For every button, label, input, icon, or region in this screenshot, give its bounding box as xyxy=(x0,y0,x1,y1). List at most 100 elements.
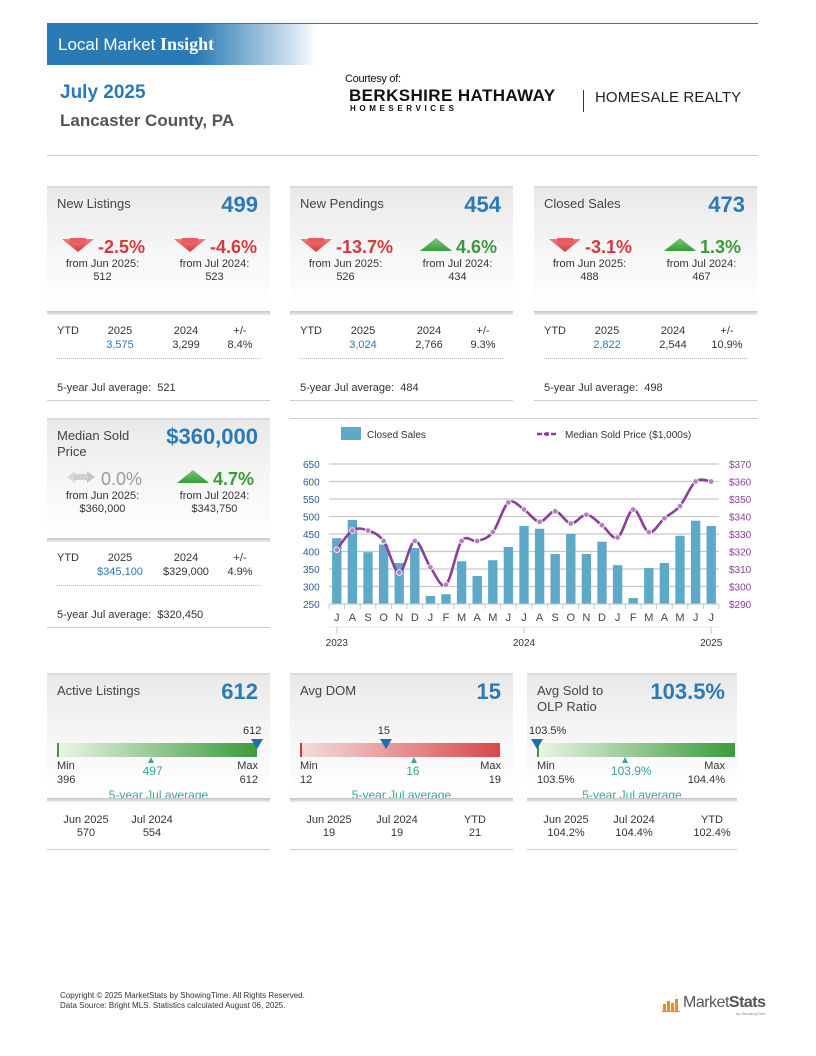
average-value: 521 xyxy=(157,382,176,394)
footer: Copyright © 2025 MarketStats by ShowingT… xyxy=(60,991,305,1011)
card-value: 499 xyxy=(221,192,258,217)
median-price-point xyxy=(411,537,418,545)
ytd-2024: 2024 $329,000 xyxy=(155,551,217,579)
month-over-month-change: -13.7% from Jun 2025: 526 xyxy=(293,236,398,284)
history-label: Jul 2024 xyxy=(131,814,173,826)
logo-text-bold: Stats xyxy=(728,994,766,1011)
bar-closed-sales xyxy=(628,598,638,604)
y-right-tick: $310 xyxy=(729,565,752,576)
bar-closed-sales xyxy=(644,567,654,604)
ytd-2025: 2025 2,822 xyxy=(582,324,632,352)
card-header: New Pendings 454 -13.7% from Jun 2025: 5… xyxy=(290,186,513,315)
ytd-2025-header: 2025 xyxy=(107,325,133,337)
bar-closed-sales xyxy=(410,548,420,604)
report-period: July 2025 xyxy=(60,82,146,103)
average-label: 5-year Jul average: xyxy=(544,382,639,394)
gauge-bar xyxy=(537,743,735,757)
bar-closed-sales xyxy=(519,525,529,604)
y-right-tick: $290 xyxy=(729,600,752,611)
ytd-section: YTD 2025 $345,100 2024 $329,000 +/- 4.9% xyxy=(47,544,270,602)
history-item: Jun 2025 104.2% xyxy=(531,814,601,840)
y-left-tick: 400 xyxy=(303,548,320,559)
median-price-point xyxy=(442,581,450,588)
average-value-label: 497 xyxy=(142,764,163,778)
gauge-card-avg-sold-to-olp-ratio: Avg Sold to OLP Ratio 103.5% 103.5% 103.… xyxy=(527,673,737,850)
bar-closed-sales xyxy=(675,535,685,604)
x-month-label: J xyxy=(693,612,699,624)
ytd-2025-header: 2025 xyxy=(350,325,376,337)
card-value: 454 xyxy=(464,192,501,217)
x-month-label: O xyxy=(379,612,388,624)
five-year-average: 5-year Jul average: 498 xyxy=(534,375,757,401)
closed-sales-price-chart: Closed Sales Median Sold Price ($1,000s) 6… xyxy=(289,418,758,649)
change-label: from Jul 2024: xyxy=(422,258,493,270)
up-arrow-icon xyxy=(418,237,454,258)
y-left-tick: 250 xyxy=(303,600,320,611)
history-label: Jun 2025 xyxy=(63,814,109,826)
current-value-marker-icon xyxy=(379,739,392,749)
average-marker-icon xyxy=(411,757,418,763)
ytd-2024: 2024 2,766 xyxy=(398,324,460,352)
x-month-label: A xyxy=(536,612,544,624)
change-percent: -3.1% xyxy=(584,236,633,257)
ytd-change-value: 4.9% xyxy=(227,566,253,578)
ytd-2024-header: 2024 xyxy=(173,552,199,564)
max-value: 612 xyxy=(239,774,258,786)
x-month-label: F xyxy=(630,612,637,624)
bar-closed-sales xyxy=(347,520,358,604)
ytd-change-header: +/- xyxy=(476,325,490,337)
gauge-caption: 5-year Jul average xyxy=(582,788,682,802)
card-header: Active Listings 612 612 497 Min 396 Max … xyxy=(47,673,270,802)
history-section: Jun 2025 19 Jul 2024 19 YTD 21 xyxy=(290,804,513,850)
change-label: from Jul 2024: xyxy=(179,490,250,502)
change-percent: -13.7% xyxy=(335,236,394,257)
x-month-label: M xyxy=(675,612,684,624)
min-value: 12 xyxy=(300,774,313,786)
x-month-label: D xyxy=(411,612,419,624)
median-price-point xyxy=(473,537,481,545)
x-month-label: J xyxy=(506,612,512,624)
gauge-card-active-listings: Active Listings 612 612 497 Min 396 Max … xyxy=(47,673,270,850)
card-title: New Listings xyxy=(57,196,131,211)
x-month-label: J xyxy=(521,612,527,624)
ytd-2025-header: 2025 xyxy=(107,552,133,564)
ytd-change-header: +/- xyxy=(720,325,734,337)
ytd-change: +/- 4.9% xyxy=(219,551,261,579)
gauge-bar xyxy=(57,743,257,757)
card-title: Median Sold Price xyxy=(57,428,130,459)
stat-card-closed-sales: Closed Sales 473 -3.1% from Jun 2025: 48… xyxy=(534,186,757,401)
max-label: Max xyxy=(237,760,258,772)
ytd-2025-value: 3,575 xyxy=(106,339,134,351)
previous-value: 523 xyxy=(205,271,224,283)
y-left-tick: 350 xyxy=(303,565,320,576)
max-value: 104.4% xyxy=(687,774,725,786)
card-value: $360,000 xyxy=(166,424,258,449)
median-price-point xyxy=(380,537,387,545)
ytd-change: +/- 8.4% xyxy=(219,324,261,352)
ytd-2024-header: 2024 xyxy=(173,325,199,337)
card-header: Avg DOM 15 15 16 Min 12 Max 19 5-year Ju… xyxy=(290,673,513,802)
bar-closed-sales xyxy=(456,561,467,604)
ytd-label: YTD xyxy=(300,325,322,337)
x-month-label: J xyxy=(334,612,340,624)
history-item: Jul 2024 104.4% xyxy=(599,814,669,840)
change-percent: 4.6% xyxy=(455,236,498,257)
bar-closed-sales xyxy=(706,525,716,604)
header-divider xyxy=(47,155,758,156)
y-right-tick: $370 xyxy=(729,460,752,471)
average-marker-icon xyxy=(621,757,628,763)
bar-closed-sales xyxy=(394,563,404,604)
bar-closed-sales xyxy=(472,576,482,604)
brand-logo-main: BERKSHIRE HATHAWAY xyxy=(349,86,556,105)
x-month-label: S xyxy=(364,612,371,624)
y-right-tick: $340 xyxy=(729,513,752,524)
year-over-year-change: 4.7% from Jul 2024: $343,750 xyxy=(162,468,267,516)
card-value: 473 xyxy=(708,192,745,217)
ytd-2024-value: 2,766 xyxy=(415,339,443,351)
card-title: Avg DOM xyxy=(300,683,357,698)
ytd-2024: 2024 3,299 xyxy=(155,324,217,352)
change-percent: -4.6% xyxy=(209,236,258,257)
x-month-label: F xyxy=(443,612,450,624)
month-over-month-change: -2.5% from Jun 2025: 512 xyxy=(50,236,155,284)
legend-label-closed-sales: Closed Sales xyxy=(367,430,426,441)
